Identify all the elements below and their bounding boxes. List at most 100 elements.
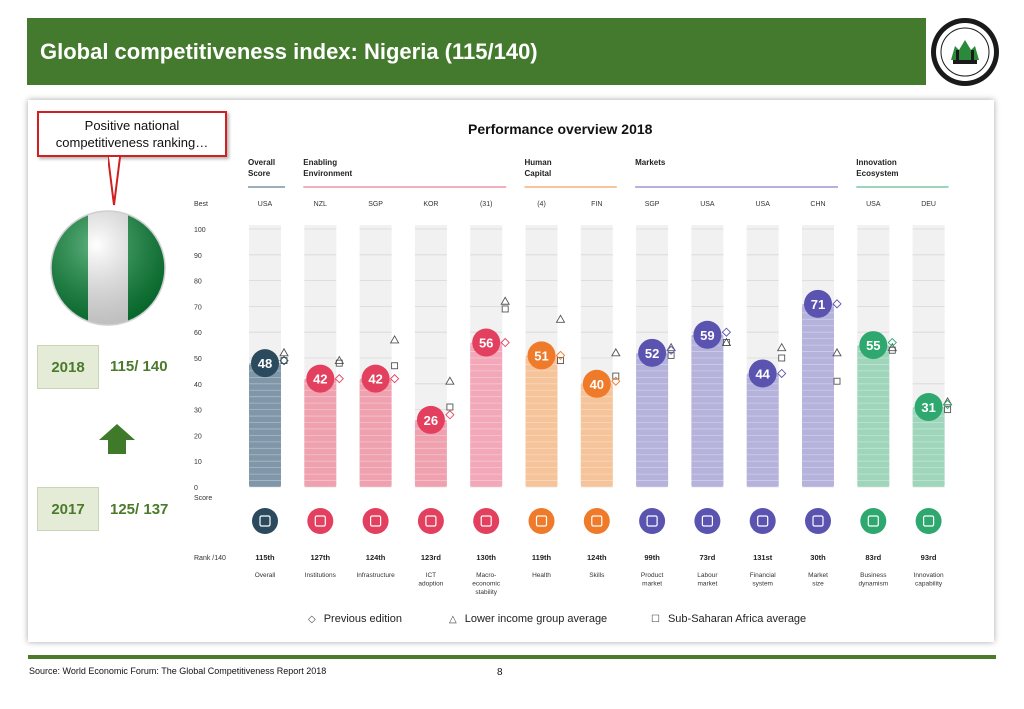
rank-label: 115th — [255, 553, 275, 562]
pillar-icon-glyph — [867, 515, 879, 527]
pillar-name-label: market — [642, 581, 662, 588]
source-note: Source: World Economic Forum: The Global… — [29, 666, 327, 676]
best-country-label: USA — [755, 201, 770, 208]
score-dot — [914, 393, 943, 422]
ssa-marker — [612, 372, 620, 380]
group-label: Capital — [525, 169, 552, 178]
pillar-icon-glyph — [259, 515, 271, 527]
score-bar — [304, 378, 337, 487]
y-tick-label: 100 — [194, 227, 206, 234]
previous-edition-marker — [279, 355, 289, 366]
pillar-icon-glyph — [535, 515, 548, 527]
best-country-label: SGP — [368, 201, 383, 208]
year-2018-badge: 2018 — [37, 345, 99, 389]
pillar-name-label: Product — [641, 572, 664, 579]
group-label: Overall — [248, 158, 275, 167]
lower-income-marker — [666, 342, 676, 352]
previous-edition-marker — [445, 410, 455, 420]
ssa-marker — [833, 377, 841, 385]
pillar-icon — [860, 508, 887, 534]
pillar-icon — [362, 508, 389, 534]
rank-label: 30th — [810, 553, 826, 562]
score-dot — [251, 349, 279, 378]
best-country-label: (31) — [480, 201, 492, 208]
lower-income-marker — [776, 342, 787, 352]
score-value-label: 71 — [811, 297, 825, 312]
pillar-icon-glyph — [370, 515, 382, 527]
pillar-icon — [528, 508, 555, 534]
ssa-marker — [501, 305, 509, 313]
pillar-name-label: Skills — [589, 572, 605, 579]
pillar-icon-glyph — [646, 515, 658, 527]
year-2018-label: 2018 — [51, 358, 85, 376]
footer-divider — [28, 655, 996, 659]
pillar-name-label: system — [752, 581, 773, 588]
score-bar — [359, 378, 392, 487]
previous-edition-marker — [942, 399, 953, 410]
legend-label: Sub-Saharan Africa average — [667, 613, 807, 625]
score-value-label: 26 — [424, 413, 438, 428]
pillar-name-label: adoption — [418, 581, 443, 588]
score-bar — [249, 363, 281, 487]
ssa-marker — [446, 403, 454, 411]
rank-2018-value: 115/ 140 — [110, 358, 168, 375]
group-label: Score — [248, 169, 271, 178]
group-label: Innovation — [856, 158, 897, 167]
previous-edition-marker — [832, 299, 842, 309]
ssa-marker — [557, 357, 564, 365]
best-country-label: CHN — [810, 201, 825, 208]
score-value-label: 42 — [368, 372, 382, 387]
score-bar — [746, 373, 779, 487]
y-tick-label: 60 — [194, 330, 202, 337]
pillar-name-label: dynamism — [858, 581, 888, 588]
score-dot — [416, 405, 445, 434]
title-bar: Global competitiveness index: Nigeria (1… — [27, 18, 926, 85]
score-bar — [912, 407, 945, 487]
legend-lower-income: △ Lower income group average — [449, 613, 607, 625]
lower-income-marker — [832, 347, 842, 357]
pillar-icon-glyph — [701, 515, 714, 527]
diamond-icon: ◇ — [308, 613, 316, 625]
lower-income-marker — [500, 296, 510, 305]
score-dot — [748, 359, 777, 388]
rank-2017-value: 125/ 137 — [110, 501, 169, 518]
rank-label: 83rd — [865, 553, 881, 562]
page-number: 8 — [497, 667, 503, 678]
pillar-icon-glyph — [314, 515, 326, 527]
pillar-icon — [583, 508, 610, 534]
pillar-name-label: Financial — [750, 572, 777, 579]
score-value-label: 42 — [313, 372, 327, 387]
score-value-label: 31 — [921, 400, 935, 415]
lower-income-marker — [611, 347, 621, 357]
pillar-icon — [417, 508, 444, 534]
pillar-name-label: Overall — [255, 572, 276, 579]
best-country-label: USA — [700, 201, 715, 208]
rank-label: 124th — [366, 553, 386, 562]
pillar-name-label: stability — [475, 589, 497, 596]
score-dot — [693, 320, 722, 349]
rank-label: 124th — [587, 553, 607, 562]
previous-edition-marker — [611, 376, 621, 386]
ssa-marker — [667, 351, 675, 359]
score-bar — [636, 352, 669, 487]
rank-label: 99th — [644, 553, 660, 562]
pillar-icon-glyph — [425, 515, 437, 527]
pillar-name-label: Market — [808, 572, 828, 579]
rank-label: 131st — [753, 553, 773, 562]
rank-label: 119th — [532, 553, 552, 562]
pillar-name-label: capability — [915, 581, 943, 588]
y-tick-label: 0 — [194, 485, 198, 492]
pillar-name-label: market — [697, 581, 717, 588]
best-country-label: DEU — [921, 201, 936, 208]
pillar-name-label: Health — [532, 572, 551, 579]
rank-row-label: Rank /140 — [194, 555, 226, 562]
y-tick-label: 40 — [194, 382, 202, 389]
score-value-label: 40 — [590, 377, 604, 392]
score-value-label: 55 — [866, 338, 880, 353]
pillar-icon — [749, 508, 776, 534]
square-icon: ☐ — [651, 613, 660, 625]
previous-edition-marker — [500, 337, 510, 348]
pillar-icon — [307, 508, 334, 534]
previous-edition-marker — [887, 337, 897, 348]
